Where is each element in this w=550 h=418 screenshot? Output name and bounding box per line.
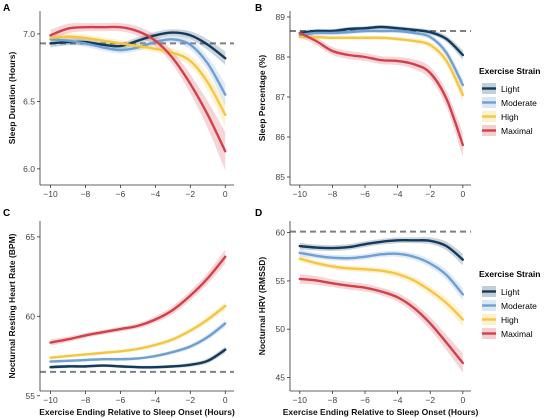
legend-label-light: Light: [501, 84, 520, 94]
y-tick-label: 7.0: [23, 29, 35, 39]
x-tick-label: −6: [360, 395, 370, 405]
series-line-moderate: [298, 29, 465, 87]
y-tick-label: 88: [276, 52, 286, 62]
series-line-maximal: [298, 277, 465, 365]
y-tick-label: 6.0: [23, 164, 35, 174]
x-tick-label: −6: [116, 395, 126, 405]
y-tick-label: 55: [26, 391, 36, 401]
series-line-moderate: [49, 322, 227, 363]
x-tick-label: −6: [360, 189, 370, 199]
legend-label-high: High: [501, 315, 519, 325]
x-tick-label: −2: [185, 189, 195, 199]
x-tick-label: −2: [185, 395, 195, 405]
x-tick-label: −4: [393, 395, 403, 405]
series-line-high: [298, 35, 465, 97]
y-axis-title: Sleep Duration (Hours): [7, 52, 17, 145]
x-axis-title: Exercise Ending Relative to Sleep Onset …: [283, 407, 479, 417]
x-axis-title: Exercise Ending Relative to Sleep Onset …: [39, 407, 235, 417]
series-line-moderate: [49, 38, 227, 96]
y-tick-label: 65: [26, 232, 36, 242]
series-line-high: [49, 304, 227, 359]
legend-label-moderate: Moderate: [501, 98, 537, 108]
x-tick-label: −2: [425, 189, 435, 199]
x-tick-label: −4: [150, 395, 160, 405]
legend: Exercise Strain Light Moderate High Maximal: [479, 66, 540, 136]
x-tick-label: −4: [393, 189, 403, 199]
y-tick-label: 55: [276, 276, 286, 286]
panel-letter: D: [255, 208, 262, 219]
x-tick-label: −4: [150, 189, 160, 199]
series-line-maximal: [298, 31, 465, 147]
y-axis-title: Nocturnal HRV (RMSSD): [257, 257, 267, 356]
x-tick-label: −8: [81, 395, 91, 405]
y-tick-label: 50: [276, 324, 286, 334]
confidence-band-moderate: [299, 249, 463, 301]
x-tick-label: −10: [293, 395, 308, 405]
series-line-moderate: [298, 251, 465, 296]
legend: Exercise Strain Light Moderate High Maximal: [479, 269, 540, 339]
x-tick-label: −8: [81, 189, 91, 199]
series-line-light: [49, 348, 227, 369]
x-tick-label: −10: [43, 189, 58, 199]
y-tick-label: 89: [276, 12, 286, 22]
x-tick-label: 0: [223, 395, 228, 405]
legend-label-maximal: Maximal: [501, 126, 533, 136]
x-tick-label: −8: [328, 395, 338, 405]
legend-label-light: Light: [501, 287, 520, 297]
y-axis-title: Nocturnal Resting Heart Rate (BPM): [7, 233, 17, 378]
panel-letter: B: [255, 3, 262, 14]
y-tick-label: 85: [276, 172, 286, 182]
x-tick-label: −2: [425, 395, 435, 405]
x-tick-label: −8: [328, 189, 338, 199]
y-axis-title: Sleep Percentage (%): [257, 55, 267, 142]
x-tick-label: −6: [116, 189, 126, 199]
series-line-light: [298, 25, 465, 57]
y-tick-label: 86: [276, 132, 286, 142]
panel-B: B −10 −8 −6 −4 −2 0 85 86 87 88 89 Sleep Percentage …: [255, 3, 471, 199]
y-tick-label: 60: [276, 228, 286, 238]
legend-label-maximal: Maximal: [501, 329, 533, 339]
series-line-maximal: [49, 25, 227, 153]
legend-label-moderate: Moderate: [501, 301, 537, 311]
confidence-band-maximal: [50, 249, 226, 346]
panel-A: A −10 −8 −6 −4 −2 0 6.0 6.5 7.0 Sleep Duration (Ho…: [3, 3, 234, 199]
x-tick-label: 0: [460, 189, 465, 199]
legend-label-high: High: [501, 112, 519, 122]
legend-title: Exercise Strain: [479, 269, 540, 279]
panel-letter: A: [3, 3, 10, 14]
x-tick-label: 0: [223, 189, 228, 199]
panel-D: D −10 −8 −6 −4 −2 0 45 50 55 60 Nocturnal HRV (RMSS…: [255, 208, 478, 417]
series-line-high: [49, 35, 227, 117]
series-line-high: [298, 257, 465, 321]
panel-C: C −10 −8 −6 −4 −2 0 55 60 65 Nocturnal Resting Hea…: [3, 208, 235, 417]
y-tick-label: 45: [276, 372, 286, 382]
legend-title: Exercise Strain: [479, 66, 540, 76]
y-tick-label: 87: [276, 92, 286, 102]
series-line-maximal: [49, 255, 227, 344]
x-tick-label: −10: [293, 189, 308, 199]
y-tick-label: 60: [26, 311, 36, 321]
confidence-band-high: [50, 302, 226, 360]
panel-letter: C: [3, 208, 10, 219]
x-tick-label: −10: [43, 395, 58, 405]
x-tick-label: 0: [460, 395, 465, 405]
confidence-band-maximal: [299, 274, 463, 373]
series-line-light: [298, 238, 465, 261]
y-tick-label: 6.5: [23, 96, 35, 106]
